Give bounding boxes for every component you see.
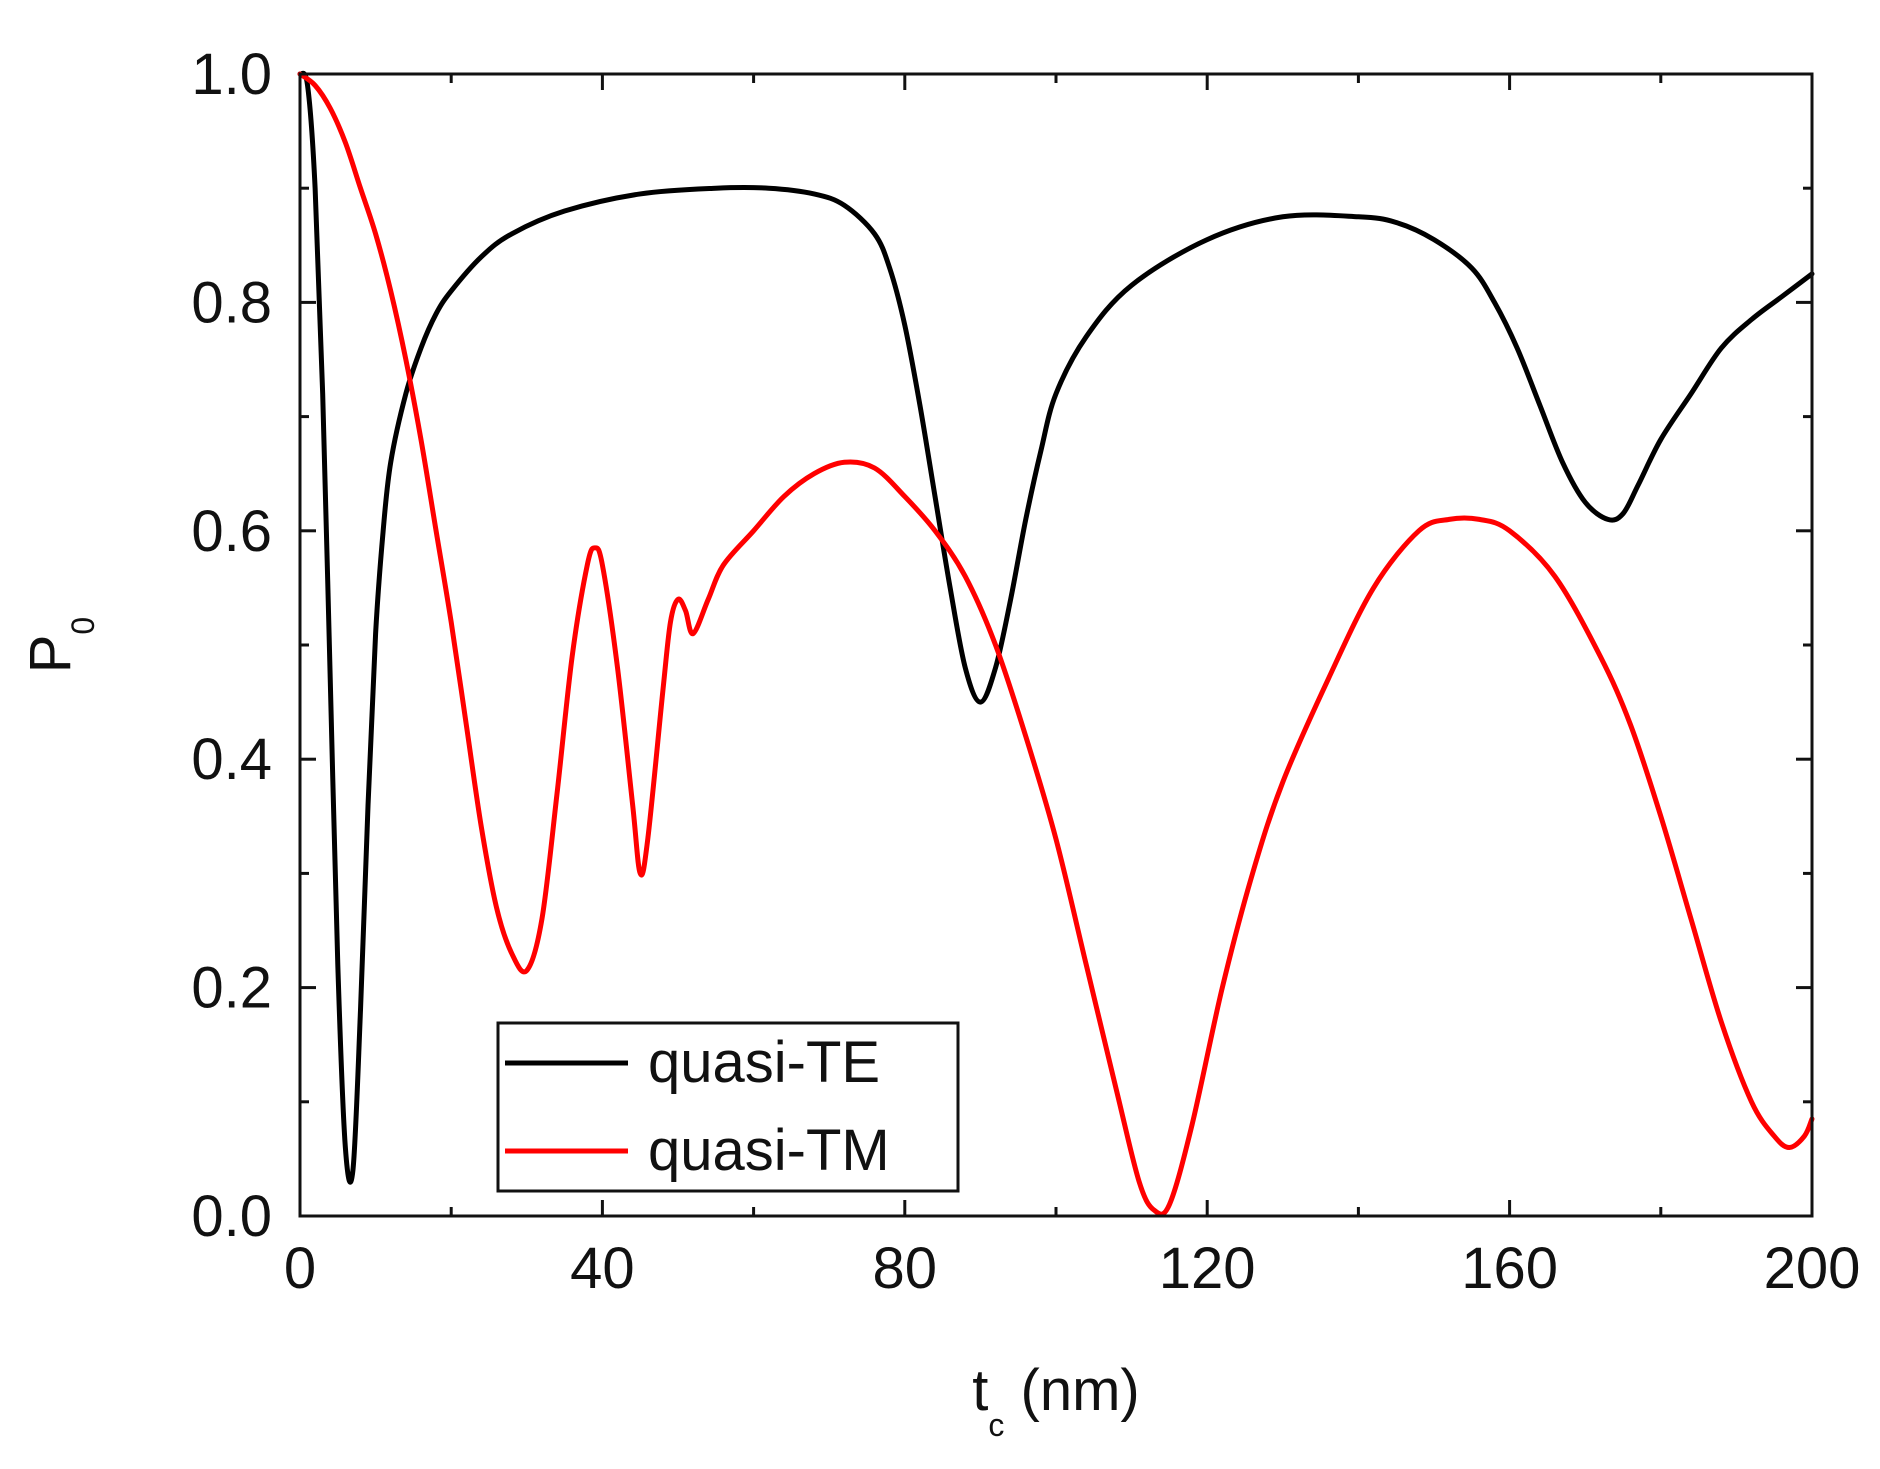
y-tick-label: 0.0 <box>191 1184 272 1249</box>
x-tick-label: 80 <box>873 1236 938 1301</box>
y-axis-label: P0 <box>18 617 101 673</box>
legend: quasi-TE quasi-TM <box>496 1021 960 1193</box>
legend-box <box>496 1021 960 1193</box>
legend-label-quasi-tm: quasi-TM <box>648 1118 890 1183</box>
y-tick-label: 0.6 <box>191 499 272 564</box>
x-tick-label: 0 <box>284 1236 316 1301</box>
y-tick-label: 0.4 <box>191 727 272 792</box>
x-tick-label: 160 <box>1461 1236 1558 1301</box>
x-axis-label: tc (nm) <box>972 1358 1139 1443</box>
y-axis-label-main: P <box>18 635 83 674</box>
series-line-quasi-tm <box>297 71 1815 1217</box>
y-tick-label: 1.0 <box>191 42 272 107</box>
y-tick-label: 0.2 <box>191 956 272 1021</box>
x-axis-label-sub: c <box>988 1407 1004 1443</box>
x-tick-label: 40 <box>570 1236 635 1301</box>
series-line-quasi-te <box>297 70 1815 1185</box>
y-axis-label-sub: 0 <box>65 617 101 635</box>
legend-label-quasi-te: quasi-TE <box>648 1030 880 1095</box>
x-tick-labels: 0 40 80 120 160 200 <box>284 1236 1861 1301</box>
y-tick-labels: 0.0 0.2 0.4 0.6 0.8 1.0 <box>191 42 272 1249</box>
x-axis-label-unit: (nm) <box>1004 1358 1139 1423</box>
x-tick-label: 120 <box>1159 1236 1256 1301</box>
series-layer <box>297 70 1815 1217</box>
x-tick-label: 200 <box>1764 1236 1861 1301</box>
x-axis-label-main: t <box>972 1358 988 1423</box>
y-axis-label-wrap: P0 <box>18 617 101 673</box>
y-tick-label: 0.8 <box>191 270 272 335</box>
plot-frame <box>298 72 1814 1218</box>
